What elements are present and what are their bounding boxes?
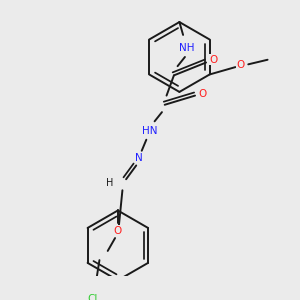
Text: O: O (114, 226, 122, 236)
Text: HN: HN (142, 125, 158, 136)
Text: NH: NH (179, 43, 194, 53)
Text: O: O (237, 60, 245, 70)
Text: Cl: Cl (87, 294, 97, 300)
Text: H: H (106, 178, 113, 188)
Text: O: O (198, 89, 206, 99)
Text: N: N (135, 153, 143, 163)
Text: O: O (209, 55, 217, 65)
